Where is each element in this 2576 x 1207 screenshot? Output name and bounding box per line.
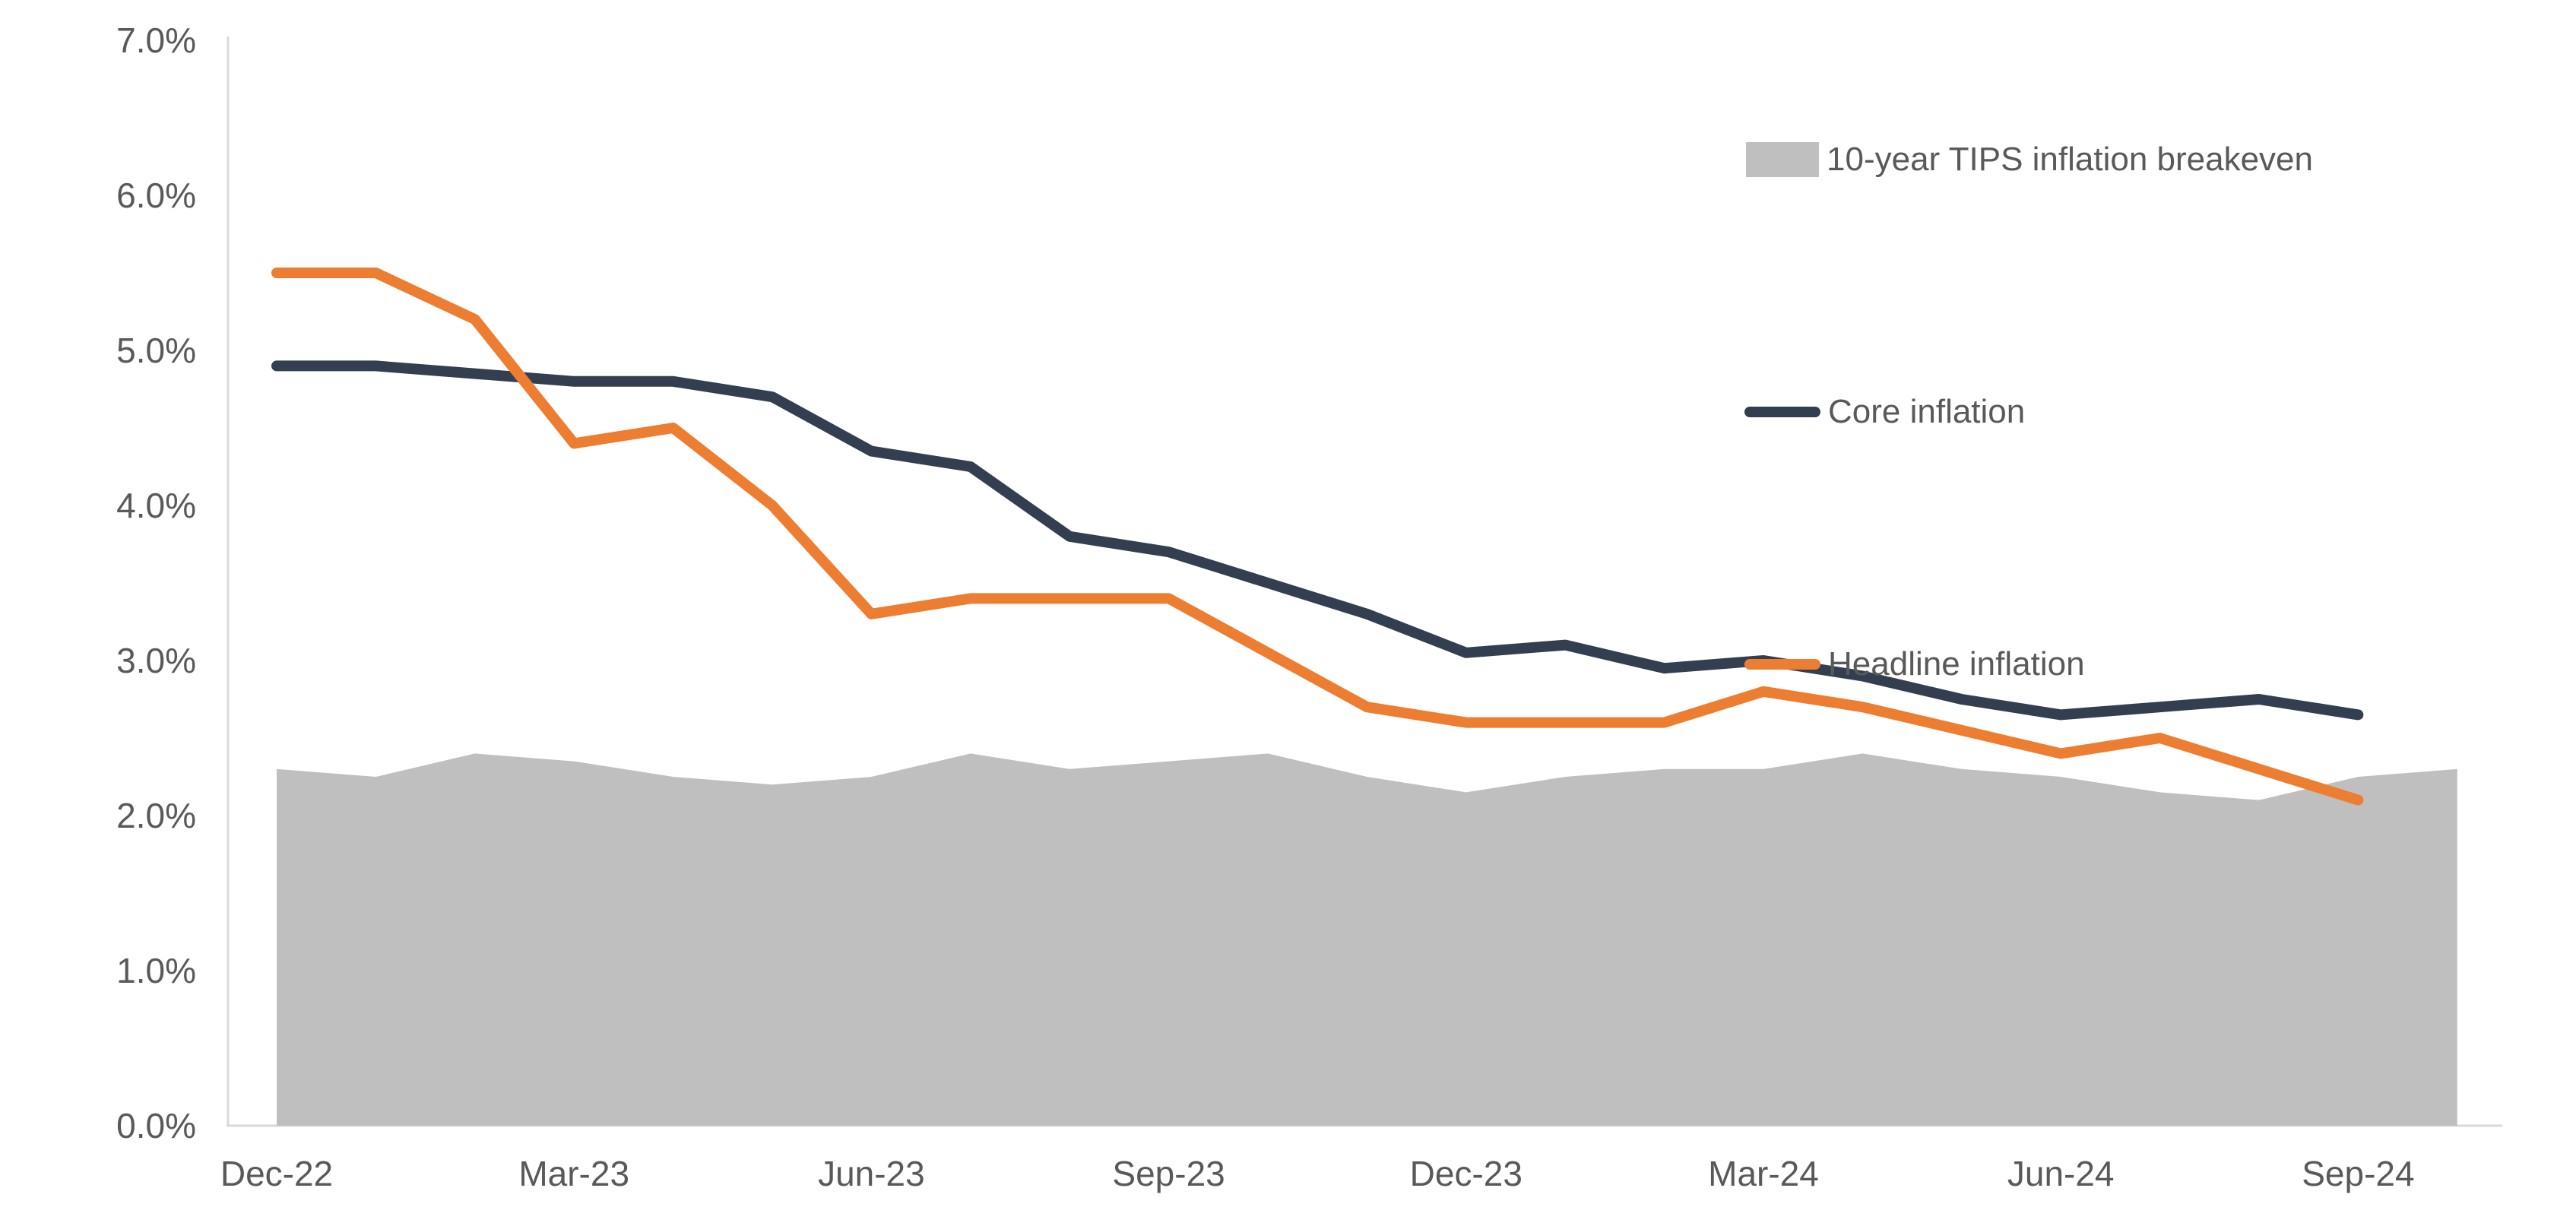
x-tick-label: Jun-23 xyxy=(818,1154,925,1193)
x-tick-label: Dec-22 xyxy=(220,1154,333,1193)
y-axis-tick-labels: 0.0% 1.0% 2.0% 3.0% 4.0% 5.0% 6.0% 7.0% xyxy=(116,21,196,1145)
x-tick-label: Dec-23 xyxy=(1410,1154,1522,1193)
y-tick-label: 5.0% xyxy=(116,331,196,370)
tips-breakeven-area-series xyxy=(277,753,2457,1126)
y-tick-label: 0.0% xyxy=(116,1106,196,1145)
y-tick-label: 3.0% xyxy=(116,641,196,680)
x-tick-label: Sep-23 xyxy=(1112,1154,1225,1193)
y-tick-label: 2.0% xyxy=(116,796,196,835)
core-inflation-swatch-icon xyxy=(1744,407,1820,417)
legend-item-tips-breakeven: 10-year TIPS inflation breakeven xyxy=(1746,137,2313,182)
tips-breakeven-swatch-icon xyxy=(1746,142,1819,177)
headline-inflation-swatch-icon xyxy=(1744,659,1820,670)
legend-item-headline-inflation: Headline inflation xyxy=(1744,642,2085,687)
y-tick-label: 4.0% xyxy=(116,486,196,525)
y-tick-label: 6.0% xyxy=(116,176,196,215)
x-tick-label: Mar-23 xyxy=(518,1154,629,1193)
x-tick-label: Mar-24 xyxy=(1708,1154,1819,1193)
x-tick-label: Jun-24 xyxy=(2007,1154,2115,1193)
x-axis-tick-labels: Dec-22 Mar-23 Jun-23 Sep-23 Dec-23 Mar-24 Jun-… xyxy=(220,1154,2415,1193)
legend-label-headline-inflation: Headline inflation xyxy=(1828,645,2085,683)
y-tick-label: 1.0% xyxy=(116,951,196,990)
legend-item-core-inflation: Core inflation xyxy=(1744,389,2025,435)
core-inflation-line-series xyxy=(271,360,2364,721)
x-tick-label: Sep-24 xyxy=(2302,1154,2414,1193)
y-tick-label: 7.0% xyxy=(116,21,196,60)
headline-inflation-line-series xyxy=(271,268,2364,806)
legend-label-core-inflation: Core inflation xyxy=(1828,393,2026,430)
legend-label-tips-breakeven: 10-year TIPS inflation breakeven xyxy=(1827,141,2313,178)
